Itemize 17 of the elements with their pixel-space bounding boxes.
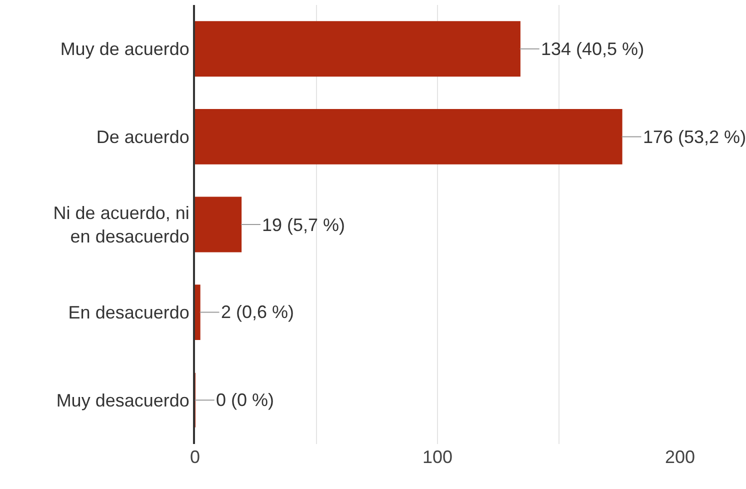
data-label: 0 (0 %)	[216, 390, 274, 410]
y-tick-label: En desacuerdo	[68, 302, 190, 323]
y-tick-label: De acuerdo	[96, 127, 190, 147]
x-tick-label: 200	[664, 447, 696, 467]
x-tick-label: 0	[190, 447, 200, 467]
bar	[195, 196, 242, 252]
bar	[195, 284, 200, 340]
bar	[195, 108, 622, 164]
data-label: 176 (53,2 %)	[643, 127, 746, 147]
y-tick-label: Muy de acuerdo	[60, 39, 190, 60]
x-tick-label: 100	[422, 447, 453, 467]
data-label: 134 (40,5 %)	[541, 39, 644, 59]
y-tick-label: Muy desacuerdo	[56, 390, 190, 410]
data-label: 2 (0,6 %)	[221, 302, 294, 322]
data-label: 19 (5,7 %)	[262, 215, 346, 235]
bar	[195, 21, 520, 77]
y-tick-label: Ni de acuerdo, ni en desacuerdo	[53, 203, 190, 246]
